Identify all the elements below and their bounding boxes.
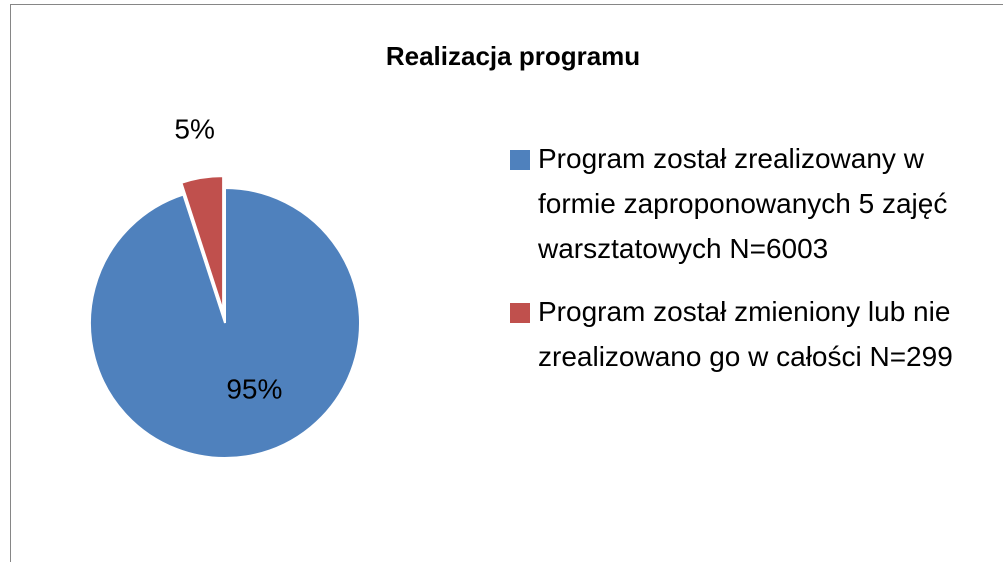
pie-slice	[180, 175, 225, 312]
legend-swatch	[510, 150, 530, 170]
data-label: 5%	[174, 114, 214, 145]
legend: Program został zrealizowany w formie zap…	[510, 136, 980, 397]
legend-label: Program został zrealizowany w formie zap…	[538, 143, 948, 264]
legend-swatch	[510, 303, 530, 323]
chart-title: Realizacja programu	[386, 41, 640, 71]
legend-label: Program został zmieniony lub nie zrealiz…	[538, 296, 953, 372]
legend-item: Program został zmieniony lub nie zrealiz…	[510, 289, 980, 379]
legend-item: Program został zrealizowany w formie zap…	[510, 136, 980, 271]
data-label: 95%	[226, 374, 282, 405]
pie-slice	[89, 186, 361, 459]
